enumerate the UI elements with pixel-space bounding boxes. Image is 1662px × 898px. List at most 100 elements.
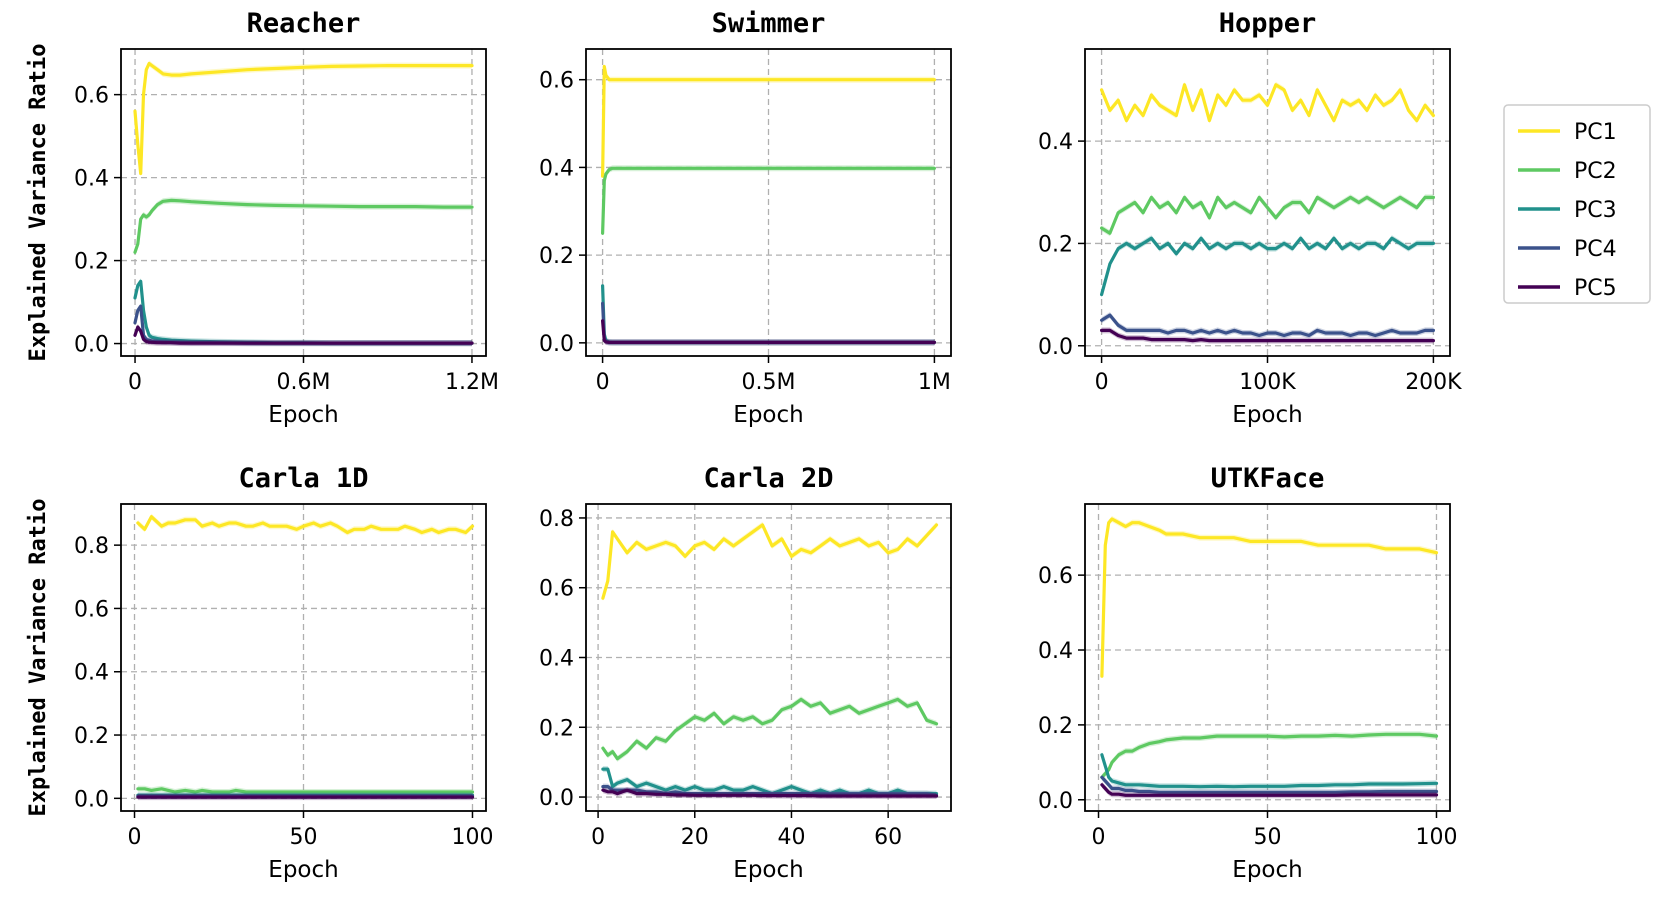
x-tick-label: 50 <box>1254 825 1282 850</box>
subplot-hopper: 0 100K 200K 0.0 0.2 0.4 Hopper Epoch <box>1038 8 1462 428</box>
x-axis-label: Epoch <box>733 402 803 428</box>
legend: PC1 PC2 PC3 PC4 PC5 <box>1503 104 1651 304</box>
series-band-pc2 <box>135 197 472 256</box>
y-tick-label: 0.4 <box>1038 130 1073 155</box>
y-tick-label: 0.0 <box>539 786 574 811</box>
y-tick-label: 0.6 <box>539 69 574 94</box>
y-tick-label: 0.8 <box>74 534 109 559</box>
series-line-pc3 <box>1100 753 1439 789</box>
y-tick-label: 0.4 <box>539 647 574 672</box>
y-tick-label: 0.4 <box>74 167 109 192</box>
series-band-pc5 <box>135 324 472 347</box>
x-tick-label: 0 <box>128 370 142 395</box>
series-line-pc5 <box>1100 328 1435 343</box>
y-tick-label: 0.0 <box>1038 789 1073 814</box>
x-tick-label: 1M <box>918 370 951 395</box>
x-tick-label: 100 <box>451 825 493 850</box>
subplot-title: UTKFace <box>1211 463 1325 494</box>
series-band-pc1 <box>602 521 937 602</box>
series-line-pc5 <box>601 319 936 344</box>
y-tick-label: 0.0 <box>74 787 109 812</box>
y-tick-label: 0.2 <box>539 716 574 741</box>
x-tick-label: 0.5M <box>742 370 796 395</box>
y-tick-label: 0.6 <box>74 597 109 622</box>
series-line-pc2 <box>1100 732 1439 779</box>
legend-label: PC4 <box>1574 237 1617 262</box>
series-line-pc2 <box>136 787 475 794</box>
subplot-utkface: 0 50 100 0.0 0.2 0.4 0.6 UTKFace Epoch <box>1038 463 1457 883</box>
series-line-pc4 <box>1100 775 1439 794</box>
series-band-pc1 <box>135 60 472 177</box>
legend-item-pc4: PC4 <box>1518 237 1617 262</box>
subplot-title: Carla 1D <box>238 463 368 494</box>
series-line-pc1 <box>136 515 475 535</box>
x-tick-label: 0 <box>128 825 142 850</box>
x-tick-label: 100K <box>1239 370 1296 395</box>
series-line-pc1 <box>601 523 939 600</box>
subplot-title: Hopper <box>1219 8 1317 39</box>
legend-label: PC2 <box>1574 159 1617 184</box>
series-line-pc2 <box>1100 195 1435 235</box>
series-line-pc2 <box>601 697 939 761</box>
y-tick-label: 0.0 <box>539 332 574 357</box>
x-tick-label: 200K <box>1405 370 1462 395</box>
x-axis-label: Epoch <box>268 402 338 428</box>
legend-label: PC3 <box>1574 198 1617 223</box>
legend-label: PC1 <box>1574 120 1617 145</box>
subplot-grid: 0 0.6M 1.2M 0.0 0.2 0.4 0.6 Reacher Epoch Explain… <box>26 8 1462 883</box>
series-line-pc3 <box>1100 236 1435 297</box>
y-tick-label: 0.2 <box>74 724 109 749</box>
series-line-pc2 <box>133 198 474 254</box>
y-tick-label: 0.6 <box>539 577 574 602</box>
subplot-title: Swimmer <box>712 8 826 39</box>
x-tick-label: 0.6M <box>277 370 331 395</box>
series-line-pc4 <box>1100 313 1435 338</box>
x-tick-label: 40 <box>777 825 805 850</box>
y-tick-label: 0.4 <box>1038 639 1073 664</box>
series-band-pc2 <box>602 696 937 762</box>
x-tick-label: 1.2M <box>445 370 499 395</box>
series-line-pc2 <box>601 166 936 235</box>
legend-frame <box>1503 104 1651 304</box>
series-line-pc1 <box>1100 517 1439 678</box>
series-line-pc1 <box>601 64 936 178</box>
y-tick-label: 0.4 <box>74 661 109 686</box>
x-axis-label: Epoch <box>1232 857 1302 883</box>
y-tick-label: 0.2 <box>74 250 109 275</box>
x-tick-label: 50 <box>290 825 318 850</box>
x-axis-label: Epoch <box>1232 402 1302 428</box>
y-tick-label: 0.2 <box>1038 232 1073 257</box>
x-tick-label: 0 <box>596 370 610 395</box>
y-tick-label: 0.0 <box>74 333 109 358</box>
legend-label: PC5 <box>1574 276 1617 301</box>
legend-item-pc2: PC2 <box>1518 159 1617 184</box>
y-axis-label: Explained Variance Ratio <box>26 499 51 817</box>
y-tick-label: 0.2 <box>539 244 574 269</box>
series-band-pc4 <box>1101 774 1437 796</box>
y-tick-label: 0.0 <box>1038 335 1073 360</box>
y-tick-label: 0.6 <box>74 84 109 109</box>
x-axis-label: Epoch <box>268 857 338 883</box>
series-line-pc5 <box>1100 783 1439 797</box>
legend-item-pc5: PC5 <box>1518 276 1617 301</box>
x-tick-label: 20 <box>681 825 709 850</box>
series-line-pc1 <box>1100 83 1435 123</box>
subplot-title: Reacher <box>247 8 361 39</box>
subplot-carla-1d: 0 50 100 0.0 0.2 0.4 0.6 0.8 Carla 1D Epoch Explai… <box>26 463 493 883</box>
subplot-swimmer: 0 0.5M 1M 0.0 0.2 0.4 0.6 Swimmer Epoch <box>539 8 952 428</box>
x-tick-label: 100 <box>1415 825 1457 850</box>
series-line-pc1 <box>133 61 474 176</box>
legend-item-pc3: PC3 <box>1518 198 1617 223</box>
y-axis-label: Explained Variance Ratio <box>26 44 51 362</box>
x-tick-label: 0 <box>591 825 605 850</box>
x-tick-label: 0 <box>1092 825 1106 850</box>
series-line-pc4 <box>601 785 939 797</box>
subplot-title: Carla 2D <box>703 463 833 494</box>
x-tick-label: 60 <box>874 825 902 850</box>
series-band-pc2 <box>1101 731 1437 781</box>
x-tick-label: 0 <box>1095 370 1109 395</box>
y-tick-label: 0.8 <box>539 507 574 532</box>
y-tick-label: 0.6 <box>1038 564 1073 589</box>
legend-item-pc1: PC1 <box>1518 120 1617 145</box>
